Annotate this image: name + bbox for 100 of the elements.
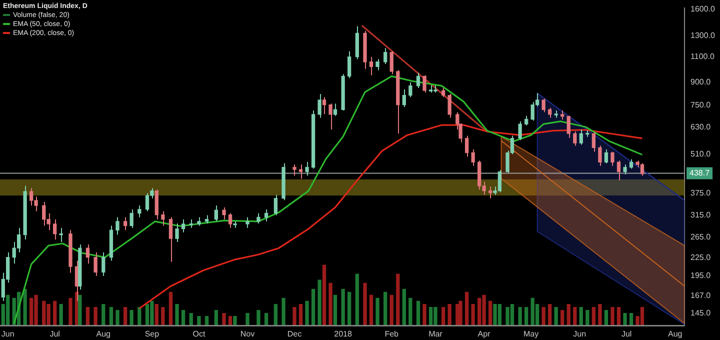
bar bbox=[448, 304, 452, 326]
y-tick-label: 225.0 bbox=[690, 253, 712, 262]
bar bbox=[610, 306, 614, 326]
bar bbox=[197, 316, 201, 326]
bar bbox=[181, 310, 186, 326]
candlestick bbox=[168, 216, 173, 262]
candlestick bbox=[86, 244, 90, 264]
bar bbox=[629, 313, 634, 326]
bar bbox=[228, 316, 232, 326]
y-tick-label: 167.0 bbox=[690, 290, 712, 300]
bar bbox=[579, 306, 583, 326]
bar bbox=[616, 306, 621, 326]
candlestick bbox=[408, 82, 412, 98]
bar bbox=[175, 304, 179, 326]
candlestick bbox=[629, 158, 634, 170]
bar bbox=[384, 292, 388, 326]
candlestick bbox=[264, 208, 268, 222]
y-tick-label: 750.0 bbox=[690, 100, 712, 110]
candlestick bbox=[416, 72, 420, 89]
bar bbox=[109, 306, 114, 326]
y-tick-label: 630.0 bbox=[690, 122, 712, 132]
candlestick bbox=[384, 47, 388, 64]
bar bbox=[23, 288, 27, 326]
bar bbox=[78, 294, 82, 326]
bar bbox=[471, 304, 475, 326]
x-tick-label: Mar bbox=[428, 329, 443, 338]
candlestick bbox=[488, 186, 492, 199]
bar bbox=[311, 288, 316, 326]
bar bbox=[441, 306, 446, 326]
candlestick bbox=[518, 121, 522, 141]
bar bbox=[586, 310, 590, 326]
candlestick bbox=[369, 56, 374, 76]
candlestick bbox=[102, 252, 106, 276]
x-tick-label: Apr bbox=[478, 329, 491, 338]
bar bbox=[154, 304, 158, 326]
bar bbox=[305, 300, 309, 326]
bar bbox=[328, 282, 332, 326]
bar bbox=[623, 313, 627, 326]
y-tick-label: 315.0 bbox=[690, 210, 712, 220]
bar bbox=[189, 313, 193, 326]
candlestick bbox=[123, 216, 128, 231]
candlestick bbox=[441, 88, 446, 98]
bar bbox=[123, 306, 128, 326]
candlestick bbox=[560, 110, 564, 120]
bar bbox=[542, 306, 546, 326]
candlestick bbox=[623, 164, 627, 175]
x-tick-label: Jul bbox=[50, 329, 60, 338]
x-tick-label: Oct bbox=[192, 329, 206, 338]
y-tick-label: 1600.0 bbox=[690, 4, 716, 14]
bar bbox=[390, 294, 394, 326]
candlestick bbox=[274, 194, 278, 216]
candlestick bbox=[566, 115, 570, 138]
candlestick bbox=[604, 148, 608, 164]
bar bbox=[204, 316, 209, 326]
candlestick bbox=[471, 148, 475, 166]
bar bbox=[130, 310, 134, 326]
x-tick-label: Jun bbox=[573, 329, 586, 338]
candlestick bbox=[256, 212, 260, 224]
bar bbox=[416, 300, 420, 326]
bar bbox=[548, 304, 552, 326]
bar bbox=[464, 292, 469, 326]
bar bbox=[598, 304, 602, 326]
candlestick bbox=[228, 212, 232, 228]
bar bbox=[566, 304, 570, 326]
x-tick-label: Sep bbox=[144, 329, 160, 338]
candlestick bbox=[130, 208, 134, 228]
bar bbox=[161, 306, 165, 326]
bar bbox=[59, 304, 63, 326]
x-tick-label: Jul bbox=[621, 329, 632, 338]
bar bbox=[68, 298, 72, 326]
candlestick bbox=[616, 160, 621, 181]
bar bbox=[298, 304, 303, 326]
candlestick bbox=[292, 164, 296, 176]
candlestick bbox=[592, 132, 596, 152]
bar bbox=[554, 306, 558, 326]
candlestick bbox=[542, 98, 546, 113]
x-tick-label: May bbox=[523, 329, 539, 338]
x-tick-label: Feb bbox=[384, 329, 400, 338]
candlestick bbox=[402, 88, 406, 108]
bar bbox=[333, 294, 338, 326]
candlestick bbox=[448, 94, 452, 118]
bar bbox=[347, 292, 352, 326]
bar bbox=[355, 274, 359, 326]
bar bbox=[402, 288, 406, 326]
candlestick bbox=[579, 128, 583, 146]
y-tick-label: 195.0 bbox=[690, 271, 712, 280]
bar bbox=[318, 280, 322, 326]
candlestick bbox=[333, 103, 338, 116]
y-tick-label: 145.0 bbox=[690, 308, 712, 318]
bar bbox=[246, 313, 250, 326]
bar bbox=[282, 298, 286, 326]
y-tick-label: 510.0 bbox=[690, 149, 712, 158]
candlestick bbox=[52, 218, 57, 240]
bar bbox=[524, 306, 528, 326]
y-tick-label: 1100.0 bbox=[690, 52, 715, 62]
bar bbox=[274, 304, 278, 326]
bar bbox=[592, 306, 596, 326]
x-tick-label: 2018 bbox=[334, 329, 352, 338]
bar bbox=[86, 306, 90, 326]
bar bbox=[363, 282, 367, 326]
